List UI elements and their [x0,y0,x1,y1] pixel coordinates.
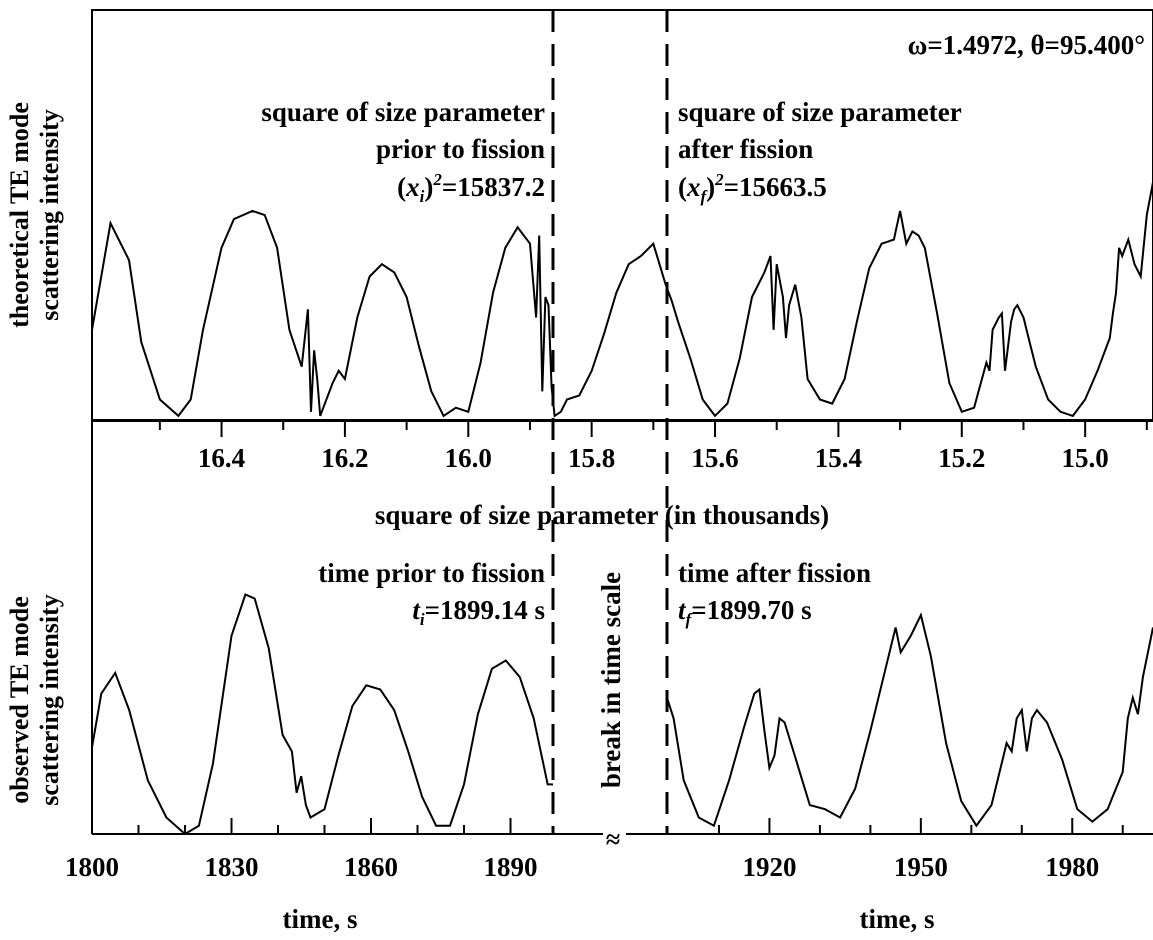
break-symbol: ≈ [606,825,620,854]
top-x-ticks: 16.4 16.2 16.0 15.8 15.6 15.4 15.2 15.0 [158,421,1148,473]
top-left-annotation-line2: prior to fission [376,134,545,164]
top-x-tick-label: 15.4 [815,443,862,473]
top-x-tick-label: 16.2 [321,443,368,473]
bottom-x-tick-label: 1890 [483,852,537,882]
bottom-x-tick-label: 1980 [1045,852,1099,882]
top-x-tick-label: 15.2 [938,443,985,473]
bottom-left-annotation-line1: time prior to fission [318,558,545,588]
theoretical-intensity-line [91,182,1153,418]
top-left-annotation-line1: square of size parameter [261,97,545,127]
top-left-annotation-line3: (xi)2=15837.2 [397,170,545,206]
bottom-right-annotation-line2: tf=1899.70 s [678,595,812,629]
bottom-right-annotation-line1: time after fission [678,558,871,588]
bottom-x-tick-label: 1920 [742,852,796,882]
top-ylabel-line2: scattering intensity [35,109,64,321]
top-x-tick-label: 16.4 [198,443,245,473]
top-ylabel-line1: theoretical TE mode [5,102,34,328]
observed-intensity-line-after [666,612,1153,828]
observed-intensity-line-before [91,593,553,836]
top-panel-frame [91,9,1153,421]
top-right-annotation-line3: (xf)2=15663.5 [678,170,827,206]
bottom-ylabel-line2: scattering intensity [35,594,64,806]
bottom-xlabel-right: time, s [860,904,935,934]
bottom-ylabel-line1: observed TE mode [5,596,34,804]
top-x-tick-label: 15.0 [1062,443,1109,473]
top-right-annotation-line2: after fission [678,134,813,164]
top-xlabel: square of size parameter (in thousands) [375,500,829,530]
bottom-x-tick-label: 1860 [344,852,398,882]
top-x-tick-label: 16.0 [445,443,492,473]
params-annotation: ω=1.4972, θ=95.400° [908,30,1145,60]
bottom-xlabel-left: time, s [283,904,358,934]
break-annotation: break in time scale [596,572,626,788]
bottom-left-annotation-line2: ti=1899.14 s [412,595,545,629]
bottom-x-ticks: 1800 1830 1860 1890 1920 1950 1980 [65,818,1124,882]
top-x-tick-label: 15.6 [691,443,738,473]
bottom-x-tick-label: 1800 [65,852,119,882]
top-right-annotation-line1: square of size parameter [678,97,962,127]
bottom-x-tick-label: 1830 [204,852,258,882]
bottom-x-tick-label: 1950 [894,852,948,882]
top-x-tick-label: 15.8 [568,443,615,473]
